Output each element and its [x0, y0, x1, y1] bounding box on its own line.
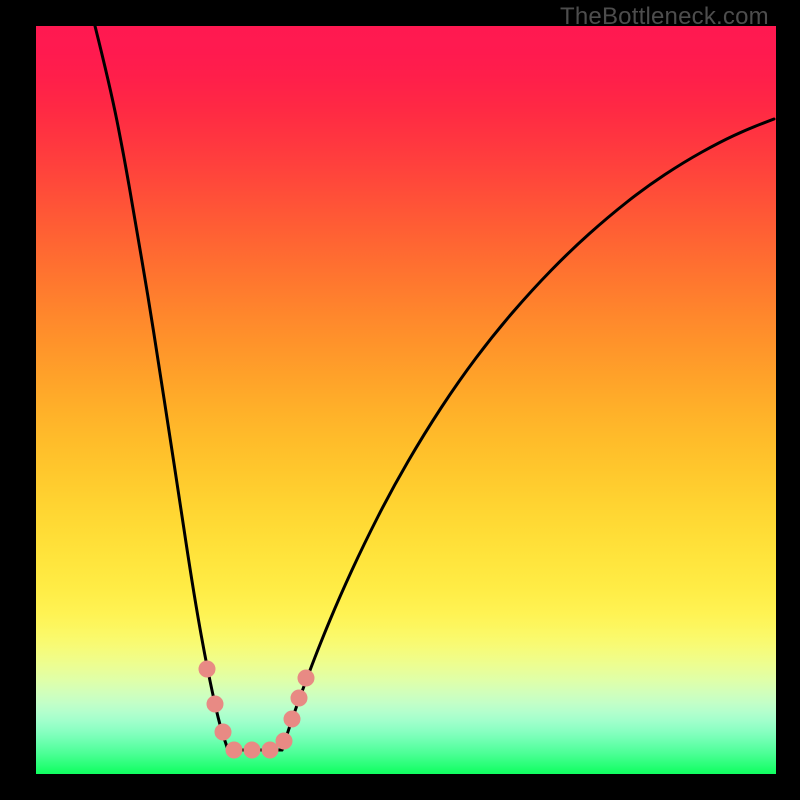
plot-area	[36, 26, 776, 774]
chart-container: TheBottleneck.com	[0, 0, 800, 800]
marker-point	[244, 742, 260, 758]
marker-point	[215, 724, 231, 740]
marker-point	[262, 742, 278, 758]
curve-left-branch	[95, 26, 228, 750]
plot-svg	[36, 26, 776, 774]
marker-point	[199, 661, 215, 677]
marker-point	[291, 690, 307, 706]
marker-point	[226, 742, 242, 758]
curve-right-branch	[282, 119, 774, 750]
watermark-text: TheBottleneck.com	[560, 3, 769, 31]
marker-point	[284, 711, 300, 727]
marker-point	[207, 696, 223, 712]
marker-point	[298, 670, 314, 686]
marker-point	[276, 733, 292, 749]
